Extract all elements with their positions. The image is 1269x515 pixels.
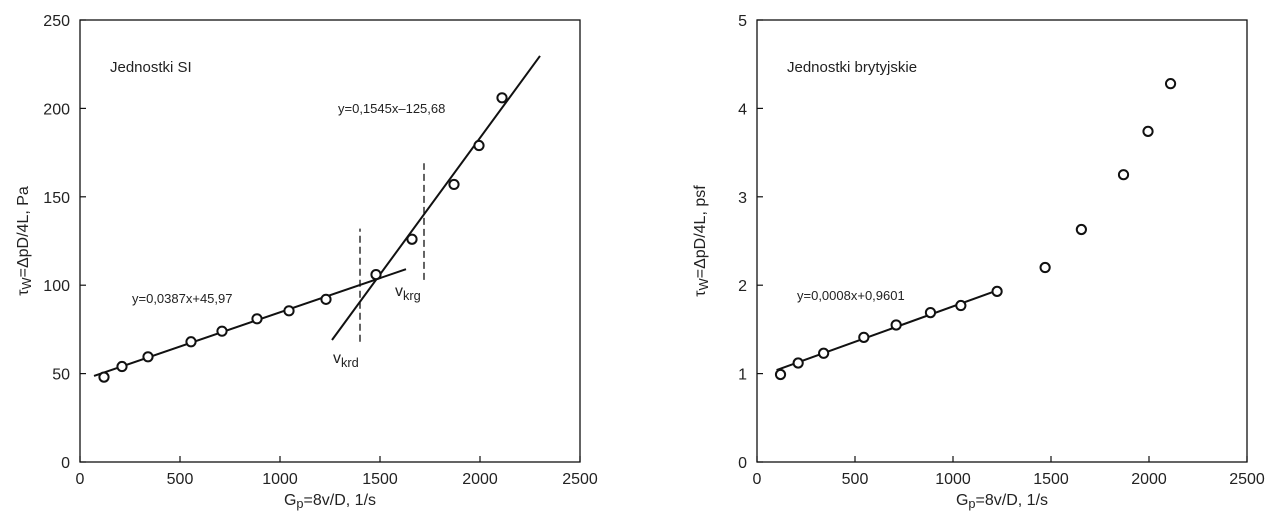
data-point (216, 325, 228, 337)
data-point (142, 351, 154, 363)
x-tick-label: 0 (753, 471, 762, 488)
x-tick-label: 1000 (262, 471, 298, 488)
panel-title: Jednostki brytyjskie (787, 59, 917, 76)
fit-line (331, 55, 541, 341)
data-point (890, 319, 902, 331)
x-axis-label: Gp=8v/D, 1/s (284, 492, 376, 511)
data-point (473, 139, 485, 152)
x-tick-label: 500 (167, 471, 194, 488)
y-tick-label: 250 (43, 13, 70, 30)
critical-velocity-label: vkrd (333, 350, 359, 370)
x-tick-label: 0 (76, 471, 85, 488)
data-point (98, 371, 110, 383)
data-point (1142, 125, 1154, 137)
y-axis-label: τW=ΔpD/4L, psf (692, 185, 711, 297)
x-tick-label: 1000 (935, 471, 971, 488)
x-tick-label: 1500 (1033, 471, 1069, 488)
data-point (448, 178, 460, 191)
data-point (496, 92, 508, 104)
data-point (283, 305, 295, 317)
fit-equation-label: y=0,1545x–125,68 (338, 101, 445, 116)
x-tick-label: 500 (842, 471, 869, 488)
data-point (955, 299, 967, 312)
y-tick-label: 1 (738, 367, 747, 384)
y-tick-label: 200 (43, 101, 70, 118)
data-point (1164, 78, 1177, 90)
x-axis-label: Gp=8v/D, 1/s (956, 492, 1048, 511)
plot-frame (79, 19, 581, 463)
x-tick-label: 2500 (562, 471, 598, 488)
y-tick-label: 0 (738, 455, 747, 472)
data-point (774, 368, 787, 381)
x-tick-label: 1500 (362, 471, 398, 488)
y-axis-label: τW=ΔpD/4L, Pa (15, 186, 34, 296)
y-tick-label: 5 (738, 13, 747, 30)
data-point (1117, 169, 1130, 181)
data-point (320, 293, 332, 305)
data-point (185, 336, 197, 348)
fit-equation-label: y=0,0008x+0,9601 (797, 288, 905, 303)
fit-line (93, 268, 407, 377)
y-tick-label: 4 (738, 101, 747, 118)
panel-title: Jednostki SI (110, 59, 192, 76)
x-tick-label: 2500 (1229, 471, 1265, 488)
data-point (1039, 261, 1051, 274)
y-tick-label: 100 (43, 278, 70, 295)
chart-panel-si: 0 500 1000 1500 2000 2500 0 50 100 150 200 250 Gp=8v… (15, 13, 598, 511)
x-tick-label: 2000 (462, 471, 498, 488)
chart-panel-british: 0 500 1000 1500 2000 2500 0 1 2 3 4 5 Gp=8v/D, 1/s τW… (692, 13, 1265, 511)
data-point (792, 357, 804, 369)
data-point (924, 307, 937, 319)
data-point (116, 360, 128, 373)
data-point (1075, 223, 1087, 236)
data-point (251, 313, 263, 325)
plot-frame (756, 19, 1248, 463)
x-tick-label: 2000 (1131, 471, 1167, 488)
data-point (370, 268, 382, 281)
y-tick-label: 2 (738, 278, 747, 295)
y-tick-label: 3 (738, 190, 747, 207)
y-tick-label: 0 (61, 455, 70, 472)
data-point (406, 233, 418, 245)
y-tick-label: 50 (52, 367, 70, 384)
data-point (818, 347, 830, 359)
y-tick-label: 150 (43, 190, 70, 207)
data-point (991, 285, 1003, 297)
fit-equation-label: y=0,0387x+45,97 (132, 291, 232, 306)
data-point (858, 331, 870, 343)
critical-velocity-label: vkrg (395, 283, 421, 303)
